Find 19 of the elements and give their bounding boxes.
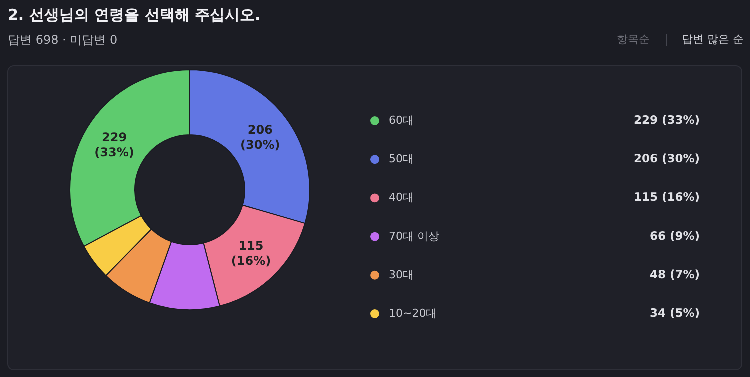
- data-label: 66 (9%): [650, 228, 700, 243]
- text: 229 (33%): [634, 113, 700, 127]
- legend-label: 70대 이상: [389, 230, 440, 243]
- data-label: 34 (5%): [650, 306, 700, 320]
- text: 115 (16%): [634, 190, 700, 204]
- legend-label: 60대: [389, 114, 414, 127]
- data-label: 206 (30%): [240, 123, 280, 152]
- data-label: 229 (33%): [94, 130, 134, 160]
- legend-label: 10~20대: [389, 307, 438, 320]
- text: 항목순: [617, 33, 650, 46]
- text: 206 (30%): [634, 152, 700, 166]
- legend-label: 30대: [389, 268, 414, 282]
- data-label: 115 (16%): [231, 239, 272, 268]
- legend-label: 40대: [389, 191, 414, 204]
- text: 답변 많은 순: [682, 33, 744, 46]
- chart-title: 2. 선생님의 연령을 선택해 주십시오.: [8, 6, 261, 24]
- chart-subtitle: 답변 698 · 미답변 0: [8, 33, 118, 47]
- legend-label: 50대: [389, 152, 414, 166]
- data-label: 48 (7%): [650, 267, 700, 282]
